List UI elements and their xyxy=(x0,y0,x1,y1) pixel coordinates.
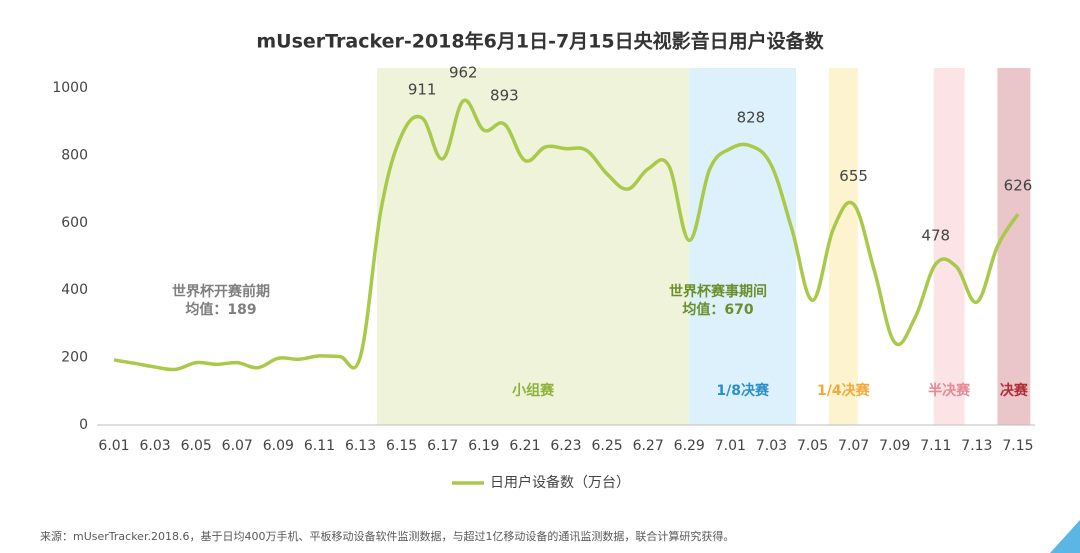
phase-band xyxy=(933,68,965,425)
x-tick-label: 6.19 xyxy=(468,438,499,454)
y-tick-label: 800 xyxy=(61,147,88,163)
data-label: 828 xyxy=(737,108,766,126)
x-tick-label: 6.03 xyxy=(140,438,171,454)
data-line xyxy=(113,98,1020,372)
annotation: 均值：189 xyxy=(185,301,256,318)
y-tick-label: 200 xyxy=(61,350,88,366)
data-label: 962 xyxy=(449,63,478,81)
legend-label: 日用户设备数（万台） xyxy=(490,474,630,491)
phase-label: 小组赛 xyxy=(512,382,555,399)
x-tick-label: 7.07 xyxy=(838,438,869,454)
y-tick-label: 1000 xyxy=(52,80,88,96)
y-tick-label: 600 xyxy=(61,215,88,231)
annotation: 世界杯赛事期间 xyxy=(669,283,767,300)
corner-decoration xyxy=(1050,520,1080,553)
phase-label: 决赛 xyxy=(1000,382,1029,399)
phase-label: 1/8决赛 xyxy=(716,382,770,399)
data-label: 655 xyxy=(839,167,868,185)
chart-title: mUserTracker-2018年6月1日-7月15日央视影音日用户设备数 xyxy=(256,30,824,53)
x-tick-label: 6.05 xyxy=(181,438,212,454)
data-label: 626 xyxy=(1004,177,1033,195)
x-tick-label: 7.01 xyxy=(715,438,746,454)
x-tick-label: 7.05 xyxy=(797,438,828,454)
phase-band xyxy=(689,68,797,425)
data-label: 893 xyxy=(490,87,519,105)
y-tick-label: 400 xyxy=(61,282,88,298)
phase-band xyxy=(997,68,1031,425)
source-note: 来源：mUserTracker.2018.6，基于日均400万手机、平板移动设备… xyxy=(40,529,734,543)
phase-band xyxy=(828,68,858,425)
annotation: 均值：670 xyxy=(682,301,753,318)
x-tick-label: 6.25 xyxy=(591,438,622,454)
x-tick-label: 7.03 xyxy=(756,438,787,454)
x-tick-label: 6.23 xyxy=(550,438,581,454)
x-tick-label: 7.11 xyxy=(920,438,951,454)
annotation: 世界杯开赛前期 xyxy=(172,283,270,300)
x-tick-label: 7.13 xyxy=(961,438,992,454)
x-tick-label: 6.09 xyxy=(263,438,294,454)
y-tick-label: 0 xyxy=(79,417,88,433)
x-tick-label: 7.09 xyxy=(879,438,910,454)
x-tick-label: 6.01 xyxy=(98,438,129,454)
phase-label: 1/4决赛 xyxy=(817,382,871,399)
x-tick-label: 6.27 xyxy=(633,438,664,454)
data-label: 911 xyxy=(408,80,437,98)
x-tick-label: 6.11 xyxy=(304,438,335,454)
x-tick-label: 6.13 xyxy=(345,438,376,454)
x-tick-label: 6.15 xyxy=(386,438,417,454)
x-tick-label: 6.17 xyxy=(427,438,458,454)
data-label: 478 xyxy=(921,226,950,244)
x-tick-label: 6.21 xyxy=(509,438,540,454)
phase-label: 半决赛 xyxy=(928,382,971,399)
x-tick-label: 6.29 xyxy=(674,438,705,454)
x-tick-label: 7.15 xyxy=(1002,438,1033,454)
x-tick-label: 6.07 xyxy=(222,438,253,454)
